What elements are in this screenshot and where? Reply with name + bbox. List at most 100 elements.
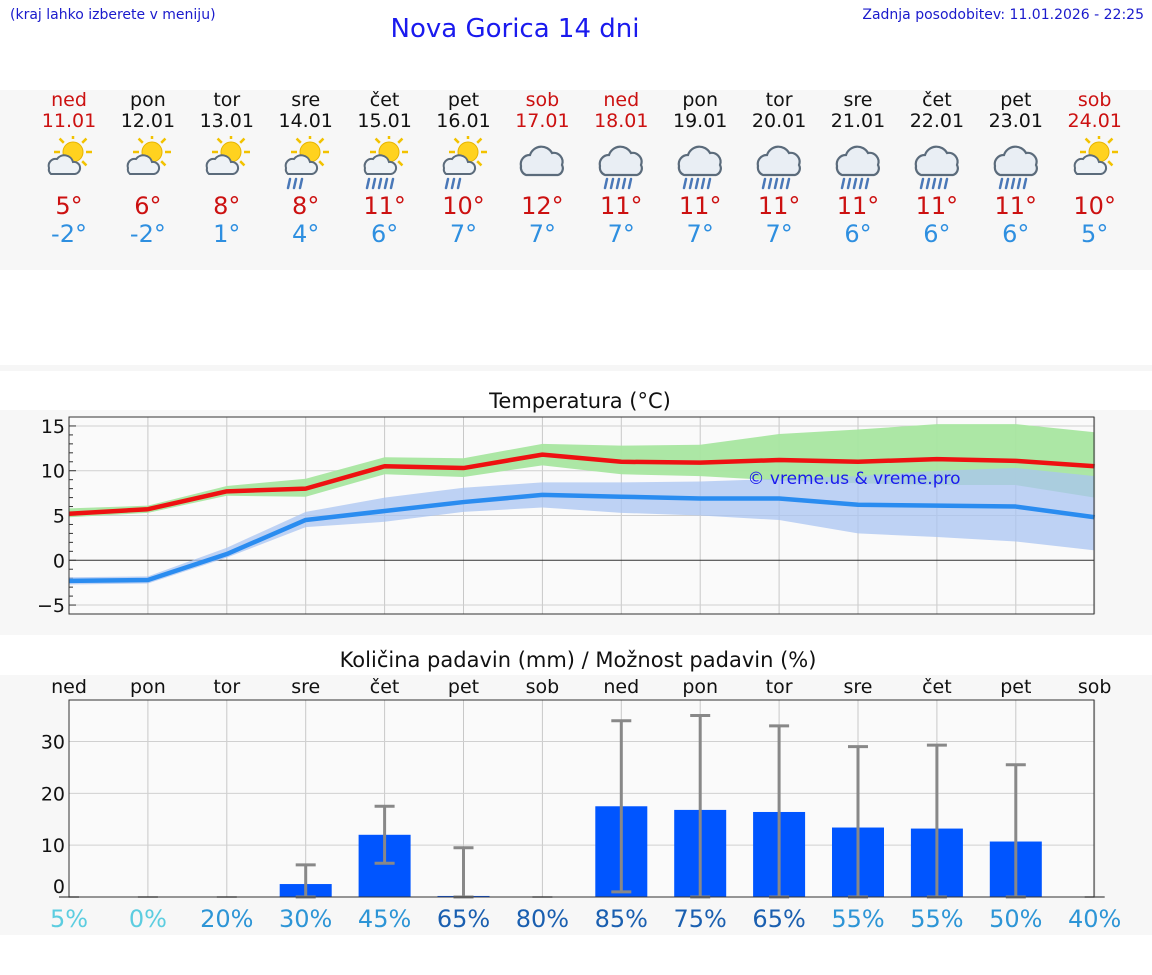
precip-day-label: pon	[130, 676, 166, 698]
day-name: čet	[369, 89, 400, 111]
precip-day-label: pet	[448, 676, 479, 698]
day-date: 24.01	[1067, 110, 1122, 132]
forecast-day: ned 11.01 5° -2°	[29, 90, 109, 248]
day-name: sre	[291, 89, 321, 111]
precip-probability-label: 0%	[129, 905, 167, 933]
day-date: 11.01	[41, 110, 97, 132]
day-name: tor	[765, 89, 793, 111]
precip-y-tick-label: 20	[41, 783, 65, 805]
min-temp: 7°	[686, 220, 714, 248]
temp-y-tick-label: 10	[41, 461, 65, 483]
precip-probability-label: 75%	[674, 905, 727, 933]
max-temp: 6°	[134, 192, 162, 220]
min-temp: 1°	[213, 220, 241, 248]
precip-probability-label: 80%	[516, 905, 569, 933]
precip-day-label: sre	[844, 676, 873, 698]
precip-probability-label: 50%	[989, 905, 1042, 933]
precip-probability-label: 65%	[752, 905, 805, 933]
temp-y-tick-label: −5	[37, 595, 65, 617]
temp-y-tick-label: 5	[53, 506, 65, 528]
day-name: sre	[843, 89, 873, 111]
min-temp: 6°	[1002, 220, 1030, 248]
min-temp: 7°	[765, 220, 793, 248]
forecast-day: sob 17.01 12° 7°	[502, 90, 582, 248]
precip-y-tick-label: 0	[53, 876, 65, 898]
max-temp: 11°	[363, 192, 406, 220]
forecast-day: pet 16.01 10° 7°	[424, 90, 504, 248]
forecast-panel: ned 11.01 5° -2° pon 12.01 6° -2° tor 13.01 8° 1° sr…	[0, 90, 1152, 270]
precip-probability-label: 30%	[279, 905, 332, 933]
precip-day-label: pet	[1000, 676, 1031, 698]
temp-chart-title: Temperatura (°C)	[488, 389, 671, 413]
day-name: pet	[447, 89, 480, 111]
sun-cloud-icon	[39, 133, 99, 190]
day-name: ned	[51, 89, 87, 111]
min-temp: 6°	[923, 220, 951, 248]
day-name: pon	[130, 89, 166, 111]
min-temp-band	[69, 468, 1095, 585]
precip-plot-frame	[68, 699, 1095, 898]
max-temp: 11°	[915, 192, 959, 220]
sun-cloud-light-rain-icon	[434, 133, 494, 190]
cloud-rain-icon	[828, 136, 888, 190]
sun-cloud-icon	[1065, 133, 1125, 190]
cloud-rain-icon	[986, 136, 1046, 190]
day-name: čet	[922, 89, 952, 111]
page-title: Nova Gorica 14 dni	[390, 14, 640, 44]
precip-day-label: ned	[603, 676, 639, 698]
precip-day-label: čet	[922, 676, 952, 698]
precip-day-label: sob	[526, 676, 560, 698]
precip-day-label: sob	[1078, 676, 1112, 698]
max-temp: 10°	[1073, 192, 1116, 220]
sun-cloud-icon	[197, 133, 257, 190]
max-temp-band	[69, 424, 1095, 518]
max-temp: 12°	[521, 192, 564, 220]
max-temp: 11°	[994, 192, 1038, 220]
precip-day-label: tor	[766, 676, 793, 698]
max-temp: 11°	[836, 192, 880, 220]
cloud-rain-icon	[907, 136, 967, 190]
max-temp-line	[68, 452, 1095, 516]
day-name: sob	[1077, 89, 1112, 111]
sun-cloud-light-rain-icon	[276, 133, 336, 190]
day-date: 14.01	[278, 110, 333, 132]
separator	[0, 365, 1152, 371]
forecast-day: tor 20.01 11° 7°	[739, 90, 819, 248]
day-name: sob	[525, 89, 560, 111]
day-date: 20.01	[751, 110, 807, 132]
precip-probability-label: 5%	[50, 905, 88, 933]
temp-y-tick-label: 0	[53, 550, 65, 572]
precip-y-tick-label: 30	[41, 731, 65, 753]
max-temp: 5°	[55, 192, 83, 220]
forecast-day: čet 15.01 11° 6°	[345, 90, 425, 248]
day-name: pet	[1000, 89, 1032, 111]
forecast-day: čet 22.01 11° 6°	[897, 90, 977, 248]
region-menu-hint[interactable]: (kraj lahko izberete v meniju)	[10, 7, 216, 23]
min-temp: 6°	[370, 220, 399, 248]
precip-day-label: tor	[213, 676, 240, 698]
precip-probability-label: 55%	[831, 905, 884, 933]
min-temp: 4°	[292, 220, 320, 248]
forecast-day: pon 19.01 11° 7°	[660, 90, 740, 248]
forecast-day: tor 13.01 8° 1°	[187, 90, 267, 248]
min-temp: -2°	[129, 220, 166, 248]
precip-probability-label: 65%	[437, 905, 490, 933]
precip-probability-label: 20%	[200, 905, 253, 933]
max-temp: 11°	[600, 192, 643, 220]
min-temp-line	[68, 492, 1096, 584]
day-date: 13.01	[199, 110, 254, 132]
precip-probability-label: 55%	[910, 905, 963, 933]
min-temp: -2°	[51, 220, 87, 248]
max-temp: 8°	[213, 192, 241, 220]
forecast-day: sre 21.01 11° 6°	[818, 90, 898, 248]
sun-cloud-rain-icon	[355, 133, 415, 190]
day-date: 18.01	[594, 110, 649, 132]
min-temp: 7°	[449, 220, 478, 248]
precip-day-label: ned	[51, 676, 87, 698]
max-temp: 11°	[757, 192, 801, 220]
precip-chart-title: Količina padavin (mm) / Možnost padavin …	[340, 648, 817, 672]
day-name: pon	[682, 89, 719, 111]
day-date: 17.01	[515, 110, 570, 132]
forecast-day: sre 14.01 8° 4°	[266, 90, 346, 248]
